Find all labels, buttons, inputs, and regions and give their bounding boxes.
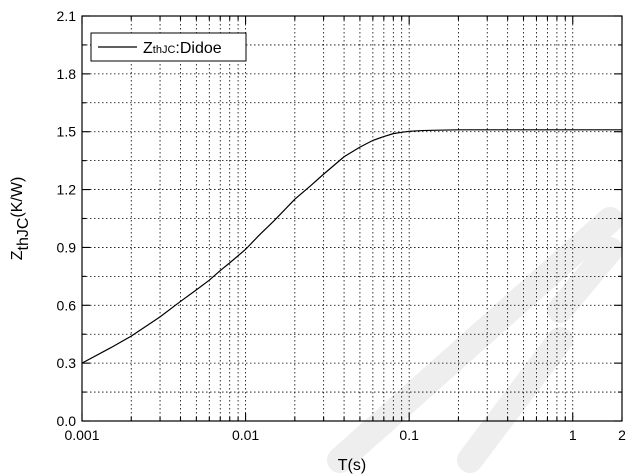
legend-label-sub: thJC bbox=[153, 44, 176, 56]
series-line bbox=[81, 129, 622, 364]
grid bbox=[82, 16, 622, 421]
x-tick-label: 0.001 bbox=[64, 427, 99, 443]
legend: ZthJC:Didoe bbox=[90, 32, 247, 62]
y-tick-label: 2.1 bbox=[57, 8, 77, 24]
y-tick-label: 1.8 bbox=[57, 66, 77, 82]
x-tick-label: 0.01 bbox=[232, 427, 259, 443]
x-tick-label: 2 bbox=[618, 427, 626, 443]
y-tick-label: 0.6 bbox=[57, 297, 77, 313]
tick-labels: 0.001 0.01 0.1 1 2 0.0 0.3 0.6 0.9 1.2 1.5 1.8 2.1 bbox=[57, 8, 626, 443]
ticks bbox=[81, 15, 623, 422]
y-tick-label: 0.3 bbox=[57, 355, 77, 371]
y-axis-label: ZthJC(K/W) bbox=[9, 177, 32, 261]
legend-label: ZthJC:Didoe bbox=[143, 40, 222, 57]
x-tick-label: 1 bbox=[569, 427, 577, 443]
x-axis-label: T(s) bbox=[338, 457, 366, 474]
y-axis-label-subscript: thJC bbox=[15, 218, 32, 251]
y-tick-label: 0.0 bbox=[57, 413, 77, 429]
y-axis-label-unit: (K/W) bbox=[9, 177, 26, 218]
y-axis-label-main: Z bbox=[9, 250, 26, 260]
y-tick-label: 1.5 bbox=[57, 124, 77, 140]
y-tick-label: 1.2 bbox=[57, 182, 77, 198]
x-tick-label: 0.1 bbox=[399, 427, 419, 443]
y-tick-label: 0.9 bbox=[57, 239, 77, 255]
legend-label-main: Z bbox=[143, 40, 153, 57]
watermark bbox=[327, 207, 623, 473]
legend-label-suffix: :Didoe bbox=[175, 40, 221, 57]
series-layer bbox=[81, 129, 622, 364]
